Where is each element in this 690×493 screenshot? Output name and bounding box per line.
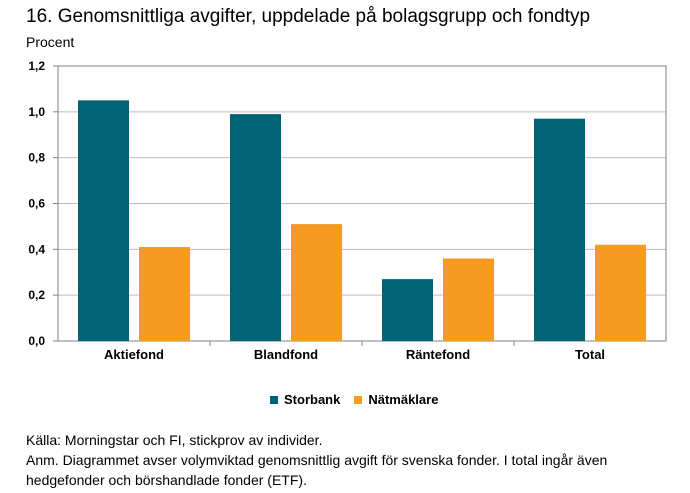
bar-storbank-aktiefond xyxy=(78,100,129,341)
bar-storbank-r-ntefond xyxy=(382,279,433,341)
x-category-label-0: Aktiefond xyxy=(104,347,164,362)
legend-label-storbank: Storbank xyxy=(284,392,341,407)
y-tick-label-3: 0,6 xyxy=(28,197,45,211)
y-tick-label-0: 0,0 xyxy=(28,334,45,348)
y-tick-label-6: 1,2 xyxy=(28,59,45,73)
bar-n-tm-klare-aktiefond xyxy=(139,247,190,341)
legend-label-natmaklare: Nätmäklare xyxy=(368,392,439,407)
y-tick-label-2: 0,4 xyxy=(28,242,45,256)
bar-n-tm-klare-r-ntefond xyxy=(443,258,494,341)
bar-n-tm-klare-total xyxy=(595,244,646,341)
bar-storbank-blandfond xyxy=(230,114,281,341)
remark-note: Anm. Diagrammet avser volymviktad genoms… xyxy=(26,452,608,488)
legend-swatch-natmaklare xyxy=(354,395,363,404)
chart-notes: Källa: Morningstar och FI, stickprov av … xyxy=(26,430,676,490)
legend-item-storbank: Storbank xyxy=(270,392,340,407)
legend-item-natmaklare: Nätmäklare xyxy=(354,392,438,407)
y-axis-unit-label: Procent xyxy=(26,34,75,50)
x-category-label-3: Total xyxy=(575,347,605,362)
source-note: Källa: Morningstar och FI, stickprov av … xyxy=(26,432,323,448)
y-tick-label-1: 0,2 xyxy=(28,288,45,302)
legend-swatch-storbank xyxy=(270,395,278,404)
bar-n-tm-klare-blandfond xyxy=(291,224,342,341)
bar-storbank-total xyxy=(534,118,585,341)
chart-title: 16. Genomsnittliga avgifter, uppdelade p… xyxy=(26,6,591,27)
x-category-label-1: Blandfond xyxy=(254,347,318,362)
y-tick-label-5: 1,0 xyxy=(28,105,45,119)
x-category-label-2: Räntefond xyxy=(406,347,470,362)
y-tick-label-4: 0,8 xyxy=(28,151,45,165)
legend: Storbank Nätmäklare xyxy=(270,392,452,407)
